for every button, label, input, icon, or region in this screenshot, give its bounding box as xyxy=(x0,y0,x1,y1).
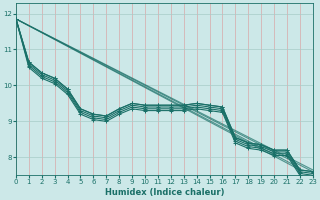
X-axis label: Humidex (Indice chaleur): Humidex (Indice chaleur) xyxy=(105,188,224,197)
